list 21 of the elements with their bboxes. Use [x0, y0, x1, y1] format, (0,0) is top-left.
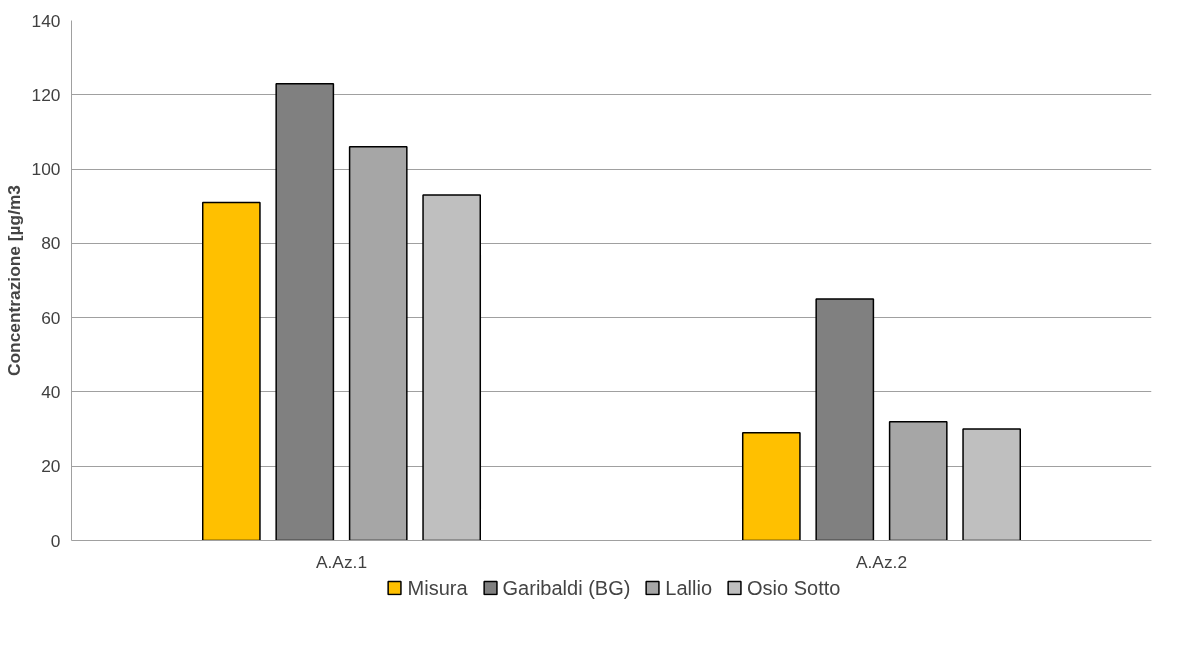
y-tick-label: 60 [41, 307, 61, 328]
y-tick-label: 120 [31, 84, 61, 105]
bar [741, 432, 801, 541]
y-tick-label: 140 [31, 10, 61, 31]
legend-label: Lallio [665, 576, 713, 600]
x-tick-label: A.Az.1 [315, 551, 368, 572]
bar [815, 298, 875, 541]
y-tick-label: 0 [50, 530, 61, 551]
bar [422, 194, 482, 541]
legend-label: Misura [407, 576, 468, 600]
y-axis-title: Concentrazione [µg/m3 [3, 184, 24, 376]
bar [275, 82, 335, 541]
bar [201, 201, 261, 541]
x-tick-label: A.Az.2 [855, 551, 908, 572]
legend-label: Osio Sotto [747, 576, 841, 600]
y-tick-label: 100 [31, 159, 61, 180]
bar [962, 428, 1022, 541]
y-tick-label: 20 [41, 456, 61, 477]
y-tick-label: 40 [41, 381, 61, 402]
legend-label: Garibaldi (BG) [502, 576, 631, 600]
y-tick-label: 80 [41, 233, 61, 254]
